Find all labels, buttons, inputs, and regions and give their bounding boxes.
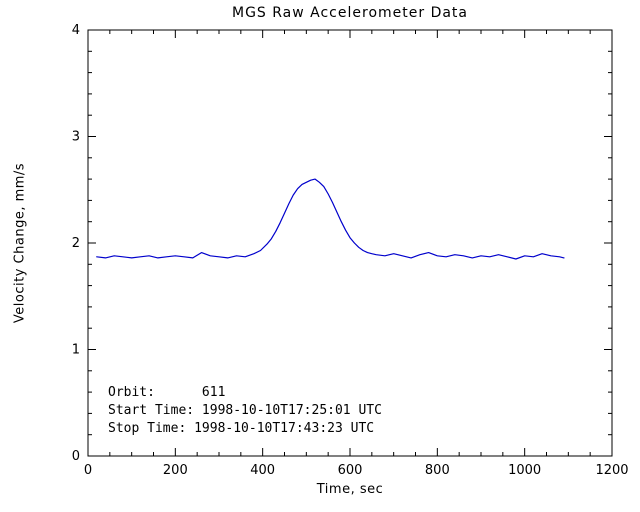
x-tick-label: 1000 bbox=[508, 463, 541, 478]
x-tick-label: 600 bbox=[338, 463, 363, 478]
y-tick-label: 1 bbox=[72, 343, 80, 358]
data-series-line bbox=[96, 178, 565, 260]
x-axis-label: Time, sec bbox=[316, 482, 384, 497]
y-tick-label: 0 bbox=[72, 449, 80, 464]
annotation-start-time: Start Time: 1998-10-10T17:25:01 UTC bbox=[108, 403, 382, 418]
annotation-stop-time: Stop Time: 1998-10-10T17:43:23 UTC bbox=[108, 421, 375, 436]
y-tick-label: 3 bbox=[72, 130, 80, 145]
x-tick-label: 800 bbox=[425, 463, 450, 478]
annotation-block: Orbit: 611 Start Time: 1998-10-10T17:25:… bbox=[108, 384, 382, 438]
y-axis-label: Velocity Change, mm/s bbox=[12, 162, 28, 324]
x-tick-label: 200 bbox=[163, 463, 188, 478]
annotation-orbit: Orbit: 611 bbox=[108, 385, 226, 400]
y-tick-label: 2 bbox=[72, 236, 80, 251]
chart-title: MGS Raw Accelerometer Data bbox=[231, 5, 468, 21]
x-tick-label: 400 bbox=[250, 463, 275, 478]
y-tick-label: 4 bbox=[72, 23, 80, 38]
x-tick-label: 1200 bbox=[595, 463, 628, 478]
x-tick-label: 0 bbox=[84, 463, 92, 478]
